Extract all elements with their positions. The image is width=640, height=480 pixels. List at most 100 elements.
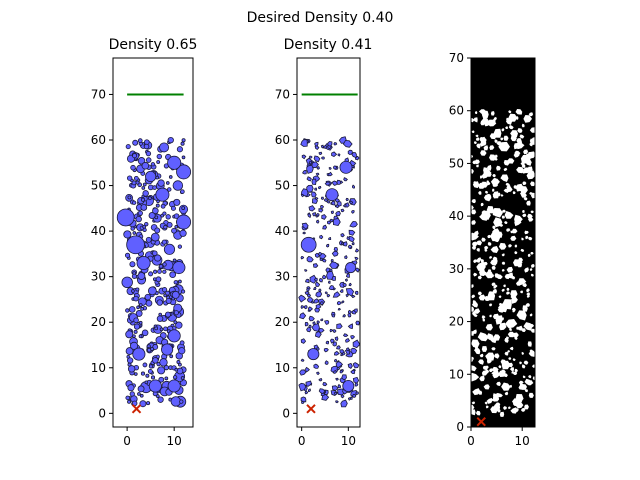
particle bbox=[501, 269, 505, 272]
particle bbox=[340, 394, 345, 399]
particle bbox=[494, 284, 498, 288]
particle bbox=[527, 213, 533, 219]
particle bbox=[478, 359, 484, 365]
particles bbox=[116, 136, 192, 408]
large-particle bbox=[167, 379, 181, 393]
particle bbox=[147, 368, 153, 374]
particle bbox=[142, 182, 147, 187]
y-tick-label: 60 bbox=[449, 104, 464, 118]
particle bbox=[528, 392, 534, 398]
particle bbox=[526, 200, 531, 206]
particle bbox=[344, 255, 348, 260]
particle bbox=[476, 262, 486, 272]
particle bbox=[494, 273, 499, 278]
particle bbox=[340, 208, 345, 213]
particle bbox=[314, 145, 320, 151]
particle bbox=[333, 165, 338, 170]
particle bbox=[471, 339, 480, 348]
particle bbox=[333, 369, 337, 374]
particle bbox=[179, 229, 187, 237]
particle bbox=[330, 338, 335, 344]
particle bbox=[522, 305, 528, 312]
particle bbox=[323, 144, 328, 149]
particle bbox=[129, 261, 136, 268]
y-tick-label: 60 bbox=[91, 133, 106, 147]
particle bbox=[142, 190, 149, 197]
particle bbox=[471, 169, 474, 174]
particle bbox=[161, 239, 167, 245]
particle bbox=[132, 139, 139, 146]
particle bbox=[507, 350, 511, 353]
particle bbox=[526, 295, 530, 298]
particle bbox=[328, 171, 333, 177]
particle bbox=[512, 191, 516, 195]
particle bbox=[316, 347, 320, 351]
y-tick-label: 20 bbox=[449, 315, 464, 329]
particle bbox=[316, 213, 320, 217]
particle bbox=[501, 209, 506, 213]
particle bbox=[299, 312, 307, 320]
large-particle bbox=[176, 214, 192, 230]
particle bbox=[486, 164, 492, 171]
particle bbox=[501, 386, 506, 389]
particle bbox=[162, 211, 167, 216]
y-tick-label: 70 bbox=[275, 87, 290, 101]
y-tick-label: 30 bbox=[275, 270, 290, 284]
particle bbox=[144, 380, 149, 385]
particle bbox=[509, 319, 512, 322]
particle bbox=[158, 264, 164, 269]
particle bbox=[324, 198, 328, 202]
particle bbox=[491, 282, 496, 286]
particle bbox=[501, 215, 506, 219]
large-particle bbox=[300, 236, 317, 253]
particle bbox=[167, 187, 172, 192]
particle bbox=[483, 271, 487, 275]
particle bbox=[150, 347, 155, 351]
particle bbox=[160, 203, 166, 209]
particle bbox=[319, 234, 324, 240]
particle bbox=[501, 360, 511, 370]
axes: 0 10 0 10 20 30 40 50 60 70 bbox=[275, 57, 361, 448]
particle bbox=[180, 376, 185, 380]
particle bbox=[342, 333, 349, 338]
particle bbox=[319, 301, 324, 306]
particle bbox=[125, 144, 131, 150]
particle bbox=[517, 325, 523, 331]
particle bbox=[518, 257, 523, 263]
particle bbox=[154, 227, 161, 234]
particle bbox=[530, 264, 535, 268]
y-tick-label: 50 bbox=[275, 179, 290, 193]
particle bbox=[475, 159, 480, 165]
particle bbox=[528, 112, 534, 117]
particle bbox=[131, 180, 137, 186]
particle bbox=[300, 256, 305, 260]
particle bbox=[340, 352, 344, 357]
particle bbox=[344, 278, 348, 282]
particle bbox=[332, 217, 341, 227]
particle bbox=[475, 410, 481, 416]
particle bbox=[315, 197, 319, 200]
particle bbox=[520, 161, 525, 166]
particle bbox=[481, 181, 489, 188]
particle bbox=[125, 330, 134, 339]
particle bbox=[162, 269, 167, 274]
particle bbox=[179, 340, 185, 346]
particle bbox=[501, 288, 505, 292]
particle bbox=[316, 166, 320, 170]
particle bbox=[329, 261, 339, 269]
particle bbox=[305, 366, 310, 373]
particle bbox=[348, 229, 356, 236]
particle bbox=[137, 138, 143, 144]
particle bbox=[492, 256, 498, 261]
particle bbox=[310, 300, 315, 304]
particle bbox=[495, 154, 498, 158]
particle bbox=[504, 221, 508, 224]
particle bbox=[485, 190, 489, 194]
start-marker bbox=[306, 404, 316, 414]
particle bbox=[313, 277, 318, 282]
particle bbox=[474, 346, 478, 350]
large-particle bbox=[132, 347, 146, 361]
particle bbox=[525, 235, 529, 240]
particle bbox=[514, 244, 518, 248]
particle bbox=[137, 392, 141, 396]
